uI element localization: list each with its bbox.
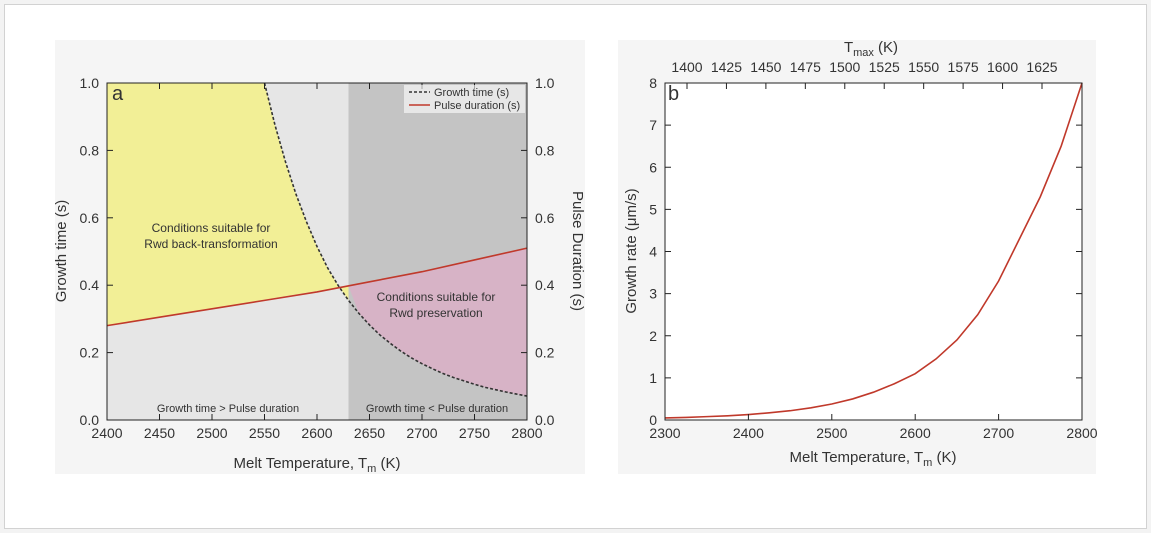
series-growth-rate-line <box>664 82 1083 419</box>
x-tick-label: 2500 <box>196 425 227 441</box>
y-tick-label: 2 <box>649 328 657 344</box>
x-tick-label: 2700 <box>406 425 437 441</box>
x-tick-label: 2500 <box>816 425 847 441</box>
x-tick-label: 2400 <box>733 425 764 441</box>
y-tick-label: 5 <box>649 201 657 217</box>
y-tick-label: 0.4 <box>80 277 100 293</box>
y-tick-label: 0 <box>649 412 657 428</box>
legend-label-pulse: Pulse duration (s) <box>434 100 520 112</box>
annotation-bottom-right: Growth time < Pulse duration <box>366 403 508 415</box>
annotation-pink-line2: Rwd preservation <box>389 306 482 320</box>
x-tick-label: 2700 <box>983 425 1014 441</box>
y-tick-label: 1.0 <box>80 75 100 91</box>
top-x-tick-label: 1400 <box>671 59 702 75</box>
panel-a-y-axis-title: Growth time (s) <box>53 200 70 303</box>
y2-tick-label: 0.6 <box>535 210 555 226</box>
y-tick-label: 0.6 <box>80 210 100 226</box>
region-pink <box>348 248 527 397</box>
y2-tick-label: 1.0 <box>535 75 555 91</box>
panel-b-y-axis-title: Growth rate (μm/s) <box>623 188 640 313</box>
panel-a-x-axis-title: Melt Temperature, Tm (K) <box>233 455 400 475</box>
x-tick-label: 2600 <box>301 425 332 441</box>
y-tick-label: 6 <box>649 159 657 175</box>
annotation-yellow-line2: Rwd back-transformation <box>144 237 277 251</box>
x-tick-label: 2750 <box>459 425 490 441</box>
y2-tick-label: 0.0 <box>535 412 555 428</box>
top-x-tick-label: 1475 <box>790 59 821 75</box>
panel-b-plot-area <box>665 83 1082 420</box>
top-x-tick-label: 1575 <box>948 59 979 75</box>
series-pulse-duration-line <box>106 247 528 327</box>
panel-b: 2300 2400 2500 2600 2700 2800 0 1 2 3 4 5 6 7 8 1400 142… <box>618 39 1098 474</box>
legend-label-growth: Growth time (s) <box>434 87 509 99</box>
y-tick-label: 4 <box>649 244 657 260</box>
annotation-bottom-left: Growth time > Pulse duration <box>157 403 299 415</box>
x-tick-label: 2800 <box>511 425 542 441</box>
y-tick-label: 0.8 <box>80 142 100 158</box>
series-growth-time-line <box>263 82 528 397</box>
panel-a-legend: Growth time (s) Pulse duration (s) <box>404 85 525 113</box>
annotation-yellow-line1: Conditions suitable for <box>152 221 271 235</box>
panel-b-label: b <box>668 83 679 105</box>
top-x-tick-label: 1425 <box>711 59 742 75</box>
x-tick-label: 2800 <box>1066 425 1097 441</box>
panel-a-series <box>106 82 528 397</box>
y2-tick-label: 0.2 <box>535 345 555 361</box>
y-tick-label: 0.0 <box>80 412 100 428</box>
top-x-tick-label: 1450 <box>750 59 781 75</box>
y-tick-label: 1 <box>649 370 657 386</box>
y-tick-label: 3 <box>649 286 657 302</box>
region-yellow <box>107 83 349 326</box>
panel-b-ticks: 2300 2400 2500 2600 2700 2800 0 1 2 3 4 5 6 7 8 1400 142… <box>649 59 1098 441</box>
x-tick-label: 2450 <box>144 425 175 441</box>
top-x-tick-label: 1500 <box>829 59 860 75</box>
panel-b-series <box>664 82 1083 419</box>
y-tick-label: 0.2 <box>80 345 100 361</box>
x-tick-label: 2300 <box>649 425 680 441</box>
top-x-tick-label: 1550 <box>908 59 939 75</box>
y-tick-label: 7 <box>649 117 657 133</box>
y-tick-label: 8 <box>649 75 657 91</box>
panel-a-y2-axis-title: Pulse Duration (s) <box>569 191 586 311</box>
x-tick-label: 2600 <box>900 425 931 441</box>
top-x-tick-label: 1625 <box>1026 59 1057 75</box>
legend-box <box>404 85 525 113</box>
panel-b-x-axis-title: Melt Temperature, Tm (K) <box>789 449 956 469</box>
panel-a-regions <box>107 83 527 420</box>
y2-tick-label: 0.8 <box>535 142 555 158</box>
panel-b-top-axis-title: Tmax (K) <box>844 39 898 59</box>
annotation-pink-line1: Conditions suitable for <box>377 290 496 304</box>
x-tick-label: 2650 <box>354 425 385 441</box>
panel-a-label: a <box>112 83 124 105</box>
top-x-tick-label: 1600 <box>987 59 1018 75</box>
top-x-tick-label: 1525 <box>869 59 900 75</box>
y2-tick-label: 0.4 <box>535 277 555 293</box>
x-tick-label: 2400 <box>91 425 122 441</box>
x-tick-label: 2550 <box>249 425 280 441</box>
